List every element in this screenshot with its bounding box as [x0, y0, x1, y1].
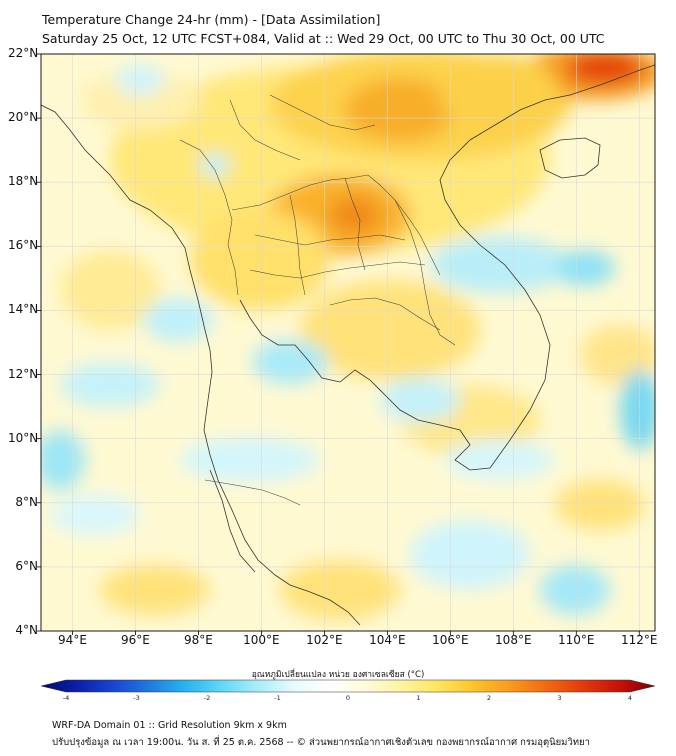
colorbar-tick-label: 4 [627, 694, 633, 702]
footer-credit: ปรับปรุงข้อมูล ณ เวลา 19:00น. วัน ส. ที่… [52, 737, 590, 748]
temperature-field [41, 54, 655, 631]
chart-title: Temperature Change 24-hr (mm) - [Data As… [42, 12, 381, 27]
lon-label: 112°E [621, 633, 658, 647]
lat-label: 16°N [8, 238, 39, 253]
colorbar-title: อุณหภูมิเปลี่ยนแปลง หน่วย องศาเซลเซียส (… [251, 670, 425, 680]
lat-label: 20°N [8, 110, 39, 125]
colorbar-tick-label: 0 [345, 694, 351, 702]
colorbar-tick-label: 3 [557, 694, 562, 702]
colorbar [40, 679, 656, 693]
lon-label: 108°E [495, 633, 532, 647]
footer-model-info: WRF-DA Domain 01 :: Grid Resolution 9km … [52, 720, 287, 731]
colorbar-tick-label: -3 [133, 694, 140, 702]
lon-label: 104°E [369, 633, 406, 647]
coastlines [41, 64, 655, 626]
lat-label: 12°N [8, 366, 39, 381]
lon-label: 106°E [432, 633, 469, 647]
lat-label: 8°N [15, 494, 38, 509]
colorbar-tick-label: -4 [62, 694, 70, 702]
lon-label: 110°E [558, 633, 595, 647]
lon-label: 94°E [58, 633, 87, 647]
colorbar-tick-label: 2 [486, 694, 492, 702]
lat-label: 22°N [8, 46, 39, 60]
lat-label: 18°N [8, 174, 39, 189]
lon-label: 102°E [306, 633, 343, 647]
admin-borders [179, 94, 456, 506]
lat-label: 4°N [15, 623, 38, 637]
lat-label: 10°N [8, 430, 39, 445]
lon-label: 96°E [121, 633, 150, 647]
map-frame [40, 53, 656, 632]
chart-subtitle: Saturday 25 Oct, 12 UTC FCST+084, Valid … [42, 31, 605, 46]
colorbar-tick-label: 1 [416, 694, 421, 702]
colorbar-tick-label: -2 [203, 694, 211, 702]
gridlines [41, 54, 655, 631]
lon-label: 98°E [183, 633, 213, 647]
colorbar-tick-label: -1 [274, 694, 281, 702]
lat-label: 14°N [8, 302, 39, 317]
lat-label: 6°N [15, 558, 38, 573]
lon-label: 100°E [243, 633, 280, 647]
